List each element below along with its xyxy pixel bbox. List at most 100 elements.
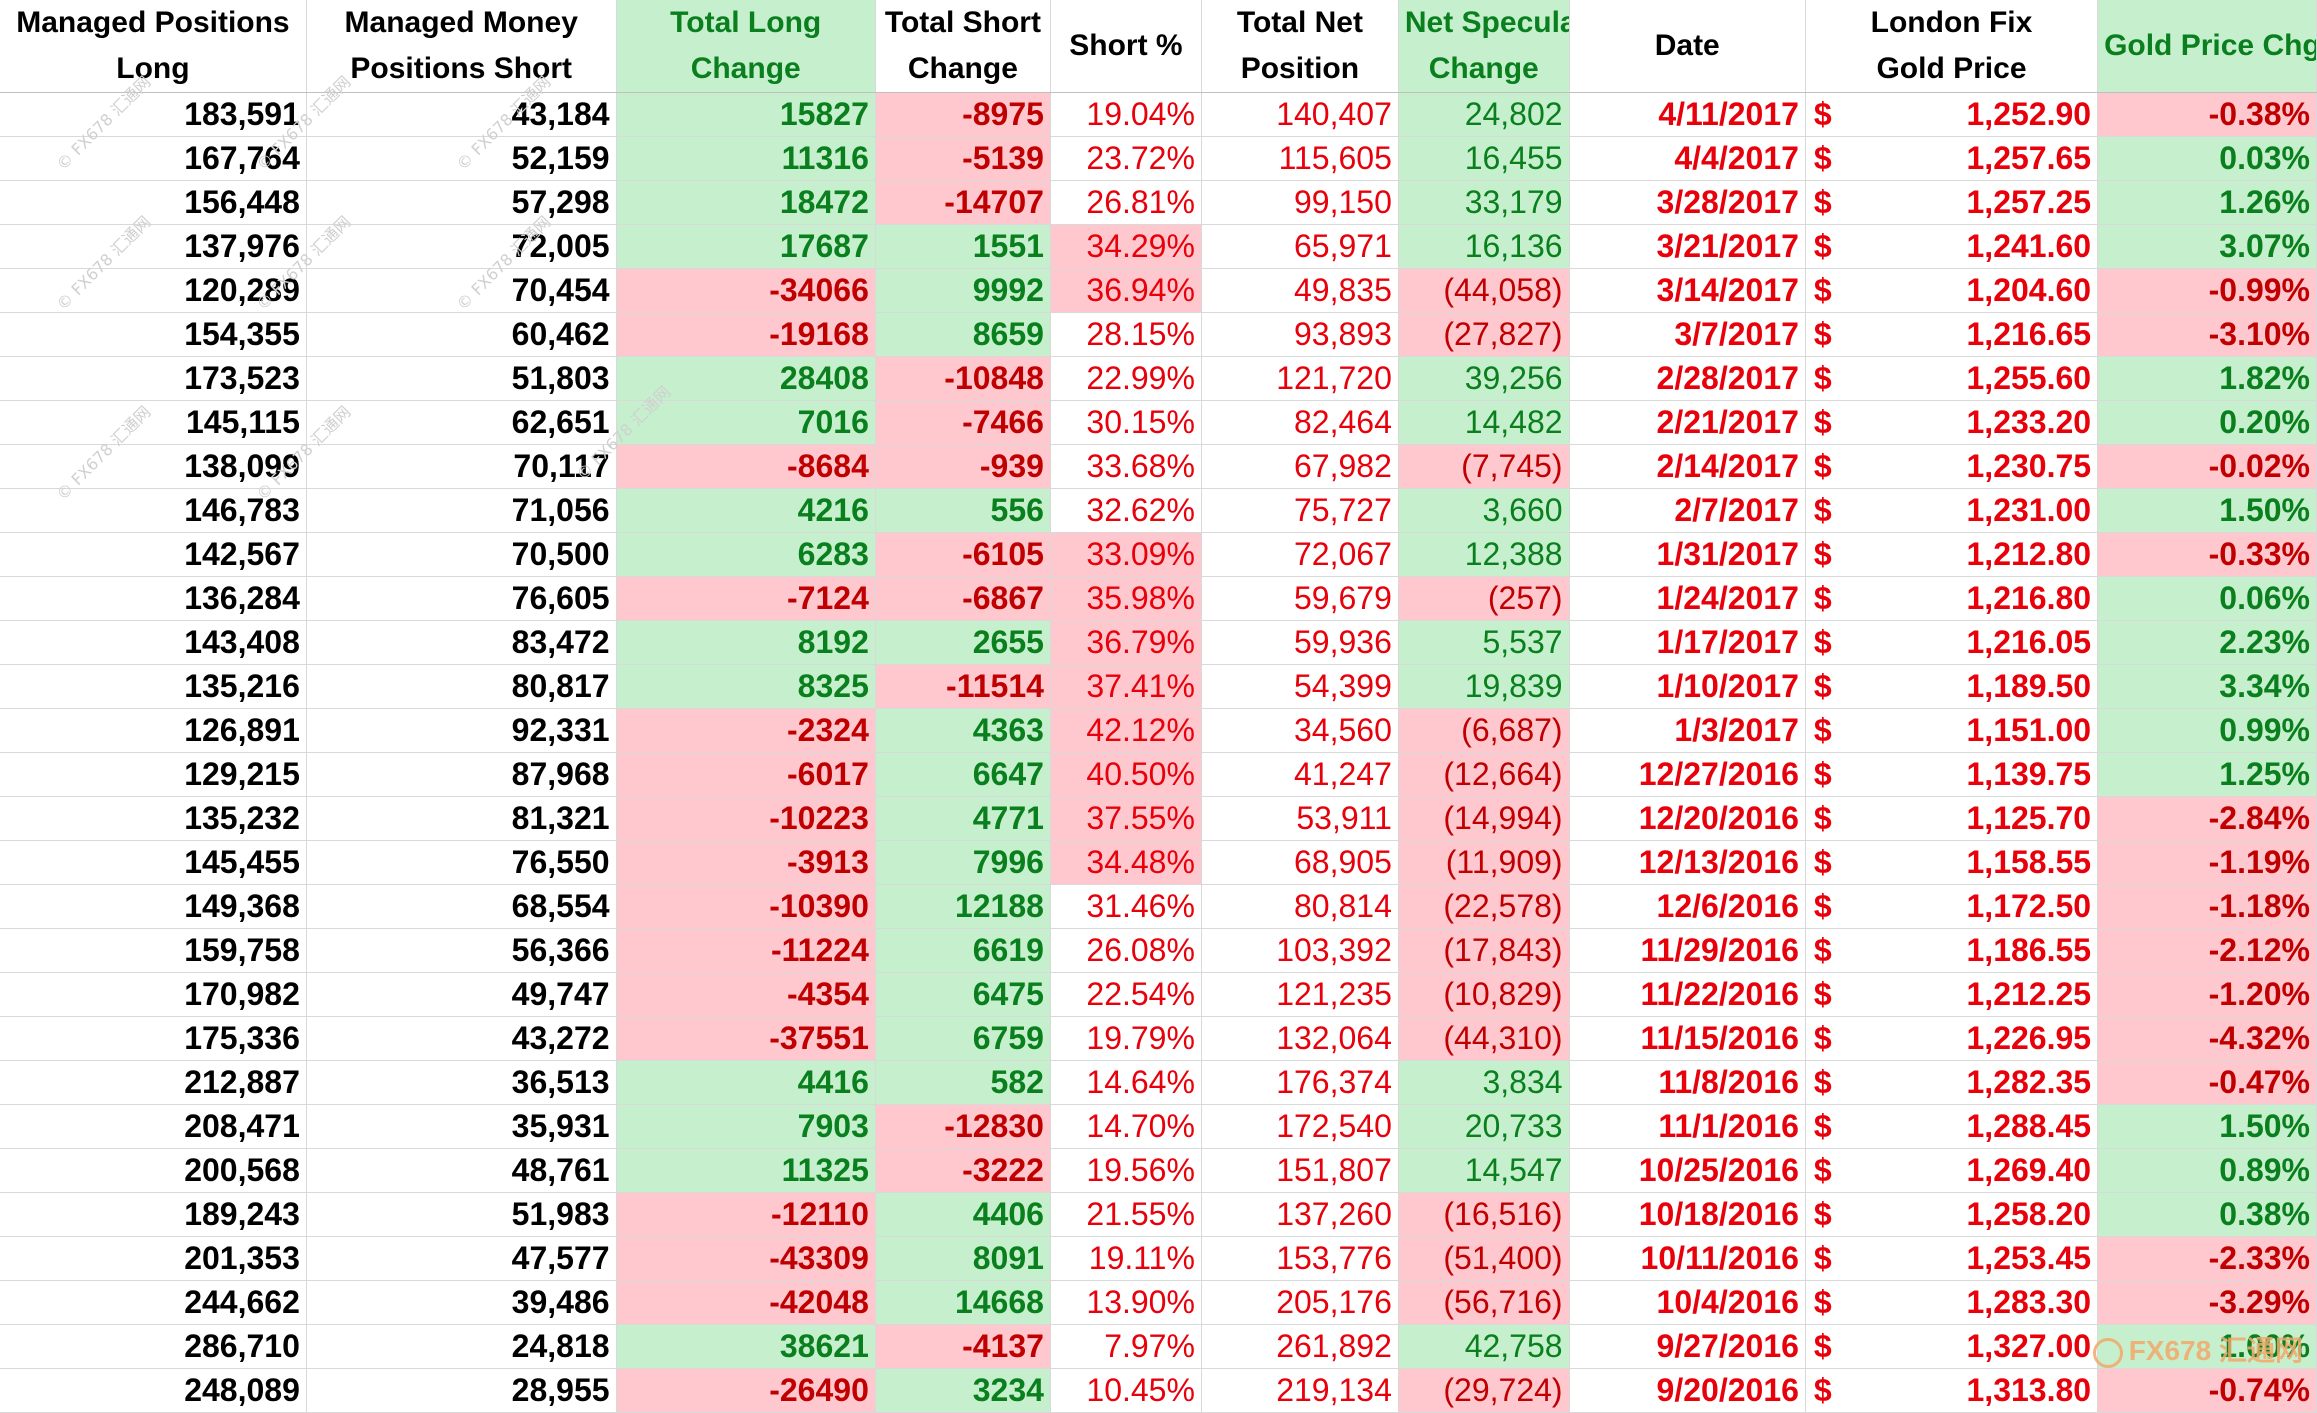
- cell-net-spec-change[interactable]: 24,802: [1398, 92, 1570, 137]
- cell-gold-price[interactable]: 1,226.95: [1947, 1016, 2099, 1061]
- cell-total-long-change[interactable]: -4354: [616, 972, 876, 1017]
- cell-gold-chg[interactable]: 1.26%: [2097, 180, 2317, 225]
- cell-managed-long[interactable]: 167,764: [0, 136, 307, 181]
- cell-total-net[interactable]: 34,560: [1201, 708, 1399, 753]
- cell-gold-chg[interactable]: -0.02%: [2097, 444, 2317, 489]
- cell-gold-chg[interactable]: 3.34%: [2097, 664, 2317, 709]
- cell-total-short-change[interactable]: -10848: [875, 356, 1051, 401]
- cell-gold-price[interactable]: 1,327.00: [1947, 1324, 2099, 1369]
- cell-total-net[interactable]: 49,835: [1201, 268, 1399, 313]
- cell-net-spec-change[interactable]: 42,758: [1398, 1324, 1570, 1369]
- cell-currency[interactable]: $: [1805, 1192, 1948, 1237]
- cell-net-spec-change[interactable]: (16,516): [1398, 1192, 1570, 1237]
- cell-net-spec-change[interactable]: (6,687): [1398, 708, 1570, 753]
- cell-short-pct[interactable]: 14.64%: [1050, 1060, 1202, 1105]
- cell-short-pct[interactable]: 22.54%: [1050, 972, 1202, 1017]
- cell-total-short-change[interactable]: 6475: [875, 972, 1051, 1017]
- cell-short-pct[interactable]: 30.15%: [1050, 400, 1202, 445]
- cell-currency[interactable]: $: [1805, 1324, 1948, 1369]
- cell-gold-price[interactable]: 1,189.50: [1947, 664, 2099, 709]
- cell-gold-price[interactable]: 1,172.50: [1947, 884, 2099, 929]
- cell-short-pct[interactable]: 33.09%: [1050, 532, 1202, 577]
- cell-date[interactable]: 10/11/2016: [1569, 1236, 1806, 1281]
- cell-gold-chg[interactable]: -0.33%: [2097, 532, 2317, 577]
- cell-total-short-change[interactable]: 9992: [875, 268, 1051, 313]
- cell-total-short-change[interactable]: 6759: [875, 1016, 1051, 1061]
- cell-short-pct[interactable]: 28.15%: [1050, 312, 1202, 357]
- cell-total-long-change[interactable]: -34066: [616, 268, 876, 313]
- cell-total-long-change[interactable]: 4216: [616, 488, 876, 533]
- cell-total-long-change[interactable]: 38621: [616, 1324, 876, 1369]
- cell-gold-chg[interactable]: 3.07%: [2097, 224, 2317, 269]
- cell-managed-long[interactable]: 149,368: [0, 884, 307, 929]
- cell-managed-long[interactable]: 137,976: [0, 224, 307, 269]
- cell-managed-short[interactable]: 80,817: [306, 664, 617, 709]
- cell-short-pct[interactable]: 26.08%: [1050, 928, 1202, 973]
- cell-currency[interactable]: $: [1805, 224, 1948, 269]
- header-managed-long[interactable]: Managed Positions Long: [0, 0, 307, 93]
- cell-currency[interactable]: $: [1805, 1016, 1948, 1061]
- cell-gold-chg[interactable]: -2.84%: [2097, 796, 2317, 841]
- cell-currency[interactable]: $: [1805, 752, 1948, 797]
- cell-gold-price[interactable]: 1,288.45: [1947, 1104, 2099, 1149]
- cell-total-short-change[interactable]: -8975: [875, 92, 1051, 137]
- cell-managed-short[interactable]: 48,761: [306, 1148, 617, 1193]
- cell-date[interactable]: 3/21/2017: [1569, 224, 1806, 269]
- cell-managed-long[interactable]: 135,216: [0, 664, 307, 709]
- cell-managed-long[interactable]: 200,568: [0, 1148, 307, 1193]
- cell-total-net[interactable]: 137,260: [1201, 1192, 1399, 1237]
- cell-gold-price[interactable]: 1,241.60: [1947, 224, 2099, 269]
- cell-gold-price[interactable]: 1,158.55: [1947, 840, 2099, 885]
- cell-short-pct[interactable]: 23.72%: [1050, 136, 1202, 181]
- cell-currency[interactable]: $: [1805, 840, 1948, 885]
- cell-total-net[interactable]: 53,911: [1201, 796, 1399, 841]
- cell-net-spec-change[interactable]: (257): [1398, 576, 1570, 621]
- cell-date[interactable]: 11/15/2016: [1569, 1016, 1806, 1061]
- cell-managed-long[interactable]: 170,982: [0, 972, 307, 1017]
- cell-gold-price[interactable]: 1,258.20: [1947, 1192, 2099, 1237]
- cell-net-spec-change[interactable]: 16,136: [1398, 224, 1570, 269]
- cell-gold-price[interactable]: 1,282.35: [1947, 1060, 2099, 1105]
- cell-managed-long[interactable]: 248,089: [0, 1368, 307, 1413]
- cell-currency[interactable]: $: [1805, 532, 1948, 577]
- cell-date[interactable]: 9/27/2016: [1569, 1324, 1806, 1369]
- cell-date[interactable]: 2/14/2017: [1569, 444, 1806, 489]
- cell-net-spec-change[interactable]: 20,733: [1398, 1104, 1570, 1149]
- cell-total-short-change[interactable]: -5139: [875, 136, 1051, 181]
- cell-short-pct[interactable]: 13.90%: [1050, 1280, 1202, 1325]
- cell-total-long-change[interactable]: -19168: [616, 312, 876, 357]
- cell-total-long-change[interactable]: 7016: [616, 400, 876, 445]
- cell-managed-long[interactable]: 212,887: [0, 1060, 307, 1105]
- cell-total-long-change[interactable]: -7124: [616, 576, 876, 621]
- cell-net-spec-change[interactable]: 19,839: [1398, 664, 1570, 709]
- cell-managed-long[interactable]: 143,408: [0, 620, 307, 665]
- header-london-fix[interactable]: London Fix Gold Price: [1805, 0, 2099, 93]
- cell-managed-long[interactable]: 183,591: [0, 92, 307, 137]
- cell-short-pct[interactable]: 40.50%: [1050, 752, 1202, 797]
- cell-total-long-change[interactable]: 4416: [616, 1060, 876, 1105]
- cell-short-pct[interactable]: 7.97%: [1050, 1324, 1202, 1369]
- cell-total-long-change[interactable]: 28408: [616, 356, 876, 401]
- cell-gold-chg[interactable]: 0.38%: [2097, 1192, 2317, 1237]
- cell-gold-price[interactable]: 1,252.90: [1947, 92, 2099, 137]
- cell-short-pct[interactable]: 14.70%: [1050, 1104, 1202, 1149]
- cell-date[interactable]: 11/1/2016: [1569, 1104, 1806, 1149]
- cell-short-pct[interactable]: 37.41%: [1050, 664, 1202, 709]
- cell-gold-price[interactable]: 1,216.80: [1947, 576, 2099, 621]
- cell-total-net[interactable]: 54,399: [1201, 664, 1399, 709]
- cell-currency[interactable]: $: [1805, 488, 1948, 533]
- cell-total-net[interactable]: 121,235: [1201, 972, 1399, 1017]
- cell-short-pct[interactable]: 19.79%: [1050, 1016, 1202, 1061]
- cell-managed-short[interactable]: 60,462: [306, 312, 617, 357]
- cell-gold-chg[interactable]: -4.32%: [2097, 1016, 2317, 1061]
- cell-gold-chg[interactable]: -0.74%: [2097, 1368, 2317, 1413]
- cell-net-spec-change[interactable]: (10,829): [1398, 972, 1570, 1017]
- cell-net-spec-change[interactable]: (22,578): [1398, 884, 1570, 929]
- cell-total-long-change[interactable]: -6017: [616, 752, 876, 797]
- cell-total-short-change[interactable]: 6647: [875, 752, 1051, 797]
- cell-net-spec-change[interactable]: (7,745): [1398, 444, 1570, 489]
- cell-date[interactable]: 11/29/2016: [1569, 928, 1806, 973]
- cell-managed-long[interactable]: 120,289: [0, 268, 307, 313]
- cell-gold-chg[interactable]: -3.29%: [2097, 1280, 2317, 1325]
- cell-net-spec-change[interactable]: 39,256: [1398, 356, 1570, 401]
